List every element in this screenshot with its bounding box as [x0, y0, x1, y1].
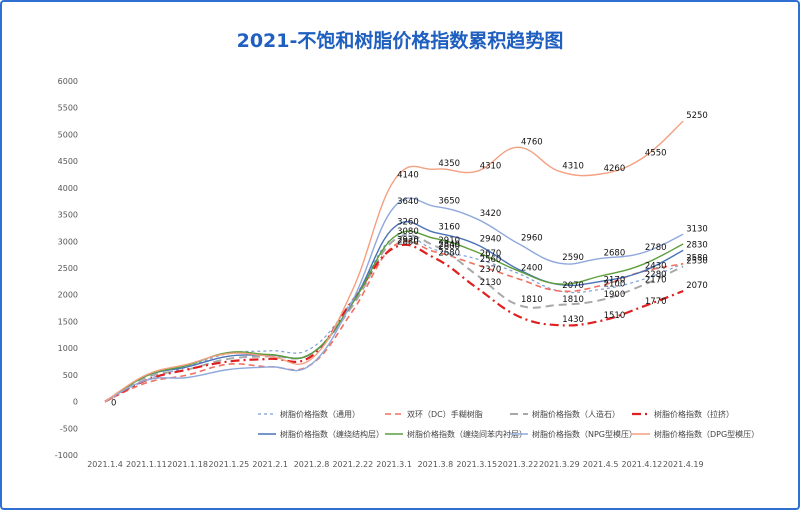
- data-label: 1810: [521, 295, 543, 305]
- data-label: 3130: [686, 224, 708, 234]
- data-label: 2070: [686, 281, 708, 291]
- data-label: 3640: [397, 197, 419, 207]
- y-tick-label: 0: [73, 398, 78, 407]
- x-tick-label: 2021.2.1: [252, 460, 288, 469]
- data-label: 1510: [604, 311, 626, 321]
- chart-svg: -1000 -500 0 500 1000 1500 2000 2500 3000 3500 400…: [0, 0, 800, 510]
- legend-label: 树脂价格指数（人造石）: [532, 409, 620, 419]
- data-label: 4550: [645, 148, 667, 158]
- x-tick-label: 2021.2.8: [294, 460, 330, 469]
- x-tick-label: 2021.1.4: [87, 460, 123, 469]
- data-label: 1810: [562, 295, 584, 305]
- data-label: 2130: [480, 278, 502, 288]
- series-line-3: [105, 245, 683, 402]
- x-tick-label: 2021.3.15: [456, 460, 497, 469]
- data-label: 4350: [438, 159, 460, 169]
- x-tick-label: 2021.3.22: [498, 460, 539, 469]
- y-tick-label: -500: [60, 424, 78, 433]
- legend-label: 双环（DC）手糊树脂: [407, 409, 483, 419]
- data-label: 2940: [480, 234, 502, 244]
- data-label: 2910: [438, 236, 460, 246]
- data-label: 3260: [397, 217, 419, 227]
- data-label: 2530: [686, 256, 708, 266]
- y-tick-label: 500: [63, 371, 78, 380]
- series-line-5: [105, 231, 683, 402]
- y-tick-label: -1000: [55, 451, 78, 460]
- data-label: 3420: [480, 209, 502, 219]
- x-tick-label: 2021.3.29: [539, 460, 580, 469]
- legend-label: 树脂价格指数（NPG型模压）: [532, 429, 637, 439]
- data-label: 2070: [562, 281, 584, 291]
- data-label: 0: [111, 399, 116, 409]
- x-tick-label: 2021.4.5: [583, 460, 619, 469]
- data-label: 2680: [438, 248, 460, 258]
- data-label: 2400: [521, 263, 543, 273]
- data-label: 4260: [604, 164, 626, 174]
- x-tick-label: 2021.3.1: [376, 460, 412, 469]
- y-tick-label: 1500: [58, 317, 78, 326]
- y-tick-label: 2000: [58, 291, 78, 300]
- y-tick-label: 4000: [58, 184, 78, 193]
- data-label: 2560: [480, 255, 502, 265]
- x-tick-label: 2021.2.22: [332, 460, 373, 469]
- series-line-7: [105, 121, 683, 401]
- y-tick-label: 5500: [58, 104, 78, 113]
- data-label: 2590: [562, 253, 584, 263]
- y-tick-label: 4500: [58, 157, 78, 166]
- data-label: 2830: [686, 240, 708, 250]
- x-tick-label: 2021.1.25: [209, 460, 250, 469]
- y-tick-label: 1000: [58, 344, 78, 353]
- data-label: 2170: [604, 276, 626, 286]
- series-line-6: [105, 198, 683, 401]
- x-tick-label: 2021.4.12: [622, 460, 663, 469]
- data-label: 4140: [397, 170, 419, 180]
- legend-label: 树脂价格指数（拉挤）: [654, 409, 734, 419]
- x-tick-label: 2021.1.18: [167, 460, 208, 469]
- y-tick-label: 3000: [58, 237, 78, 246]
- legend-label: 树脂价格指数（缠绕结构层）: [280, 429, 384, 439]
- data-label: 2680: [604, 248, 626, 258]
- y-tick-label: 5000: [58, 130, 78, 139]
- data-label: 2370: [480, 265, 502, 275]
- data-label: 5250: [686, 111, 708, 121]
- data-label: 4310: [562, 161, 584, 171]
- legend-label: 树脂价格指数（DPG型模压）: [654, 429, 759, 439]
- data-label: 2170: [645, 276, 667, 286]
- x-tick-label: 2021.3.8: [418, 460, 454, 469]
- data-label: 1430: [562, 315, 584, 325]
- x-tick-label: 2021.1.11: [126, 460, 167, 469]
- y-tick-label: 6000: [58, 77, 78, 86]
- data-label: 2430: [645, 262, 667, 272]
- legend-label: 树脂价格指数（缠绕间苯内衬层）: [407, 429, 527, 439]
- data-label: 2880: [397, 238, 419, 248]
- legend-label: 树脂价格指数（通用）: [280, 409, 360, 419]
- data-label: 3650: [438, 197, 460, 207]
- data-label: 4310: [480, 161, 502, 171]
- data-label: 3160: [438, 223, 460, 233]
- y-tick-label: 2500: [58, 264, 78, 273]
- data-label: 2960: [521, 233, 543, 243]
- x-tick-label: 2021.4.19: [663, 460, 704, 469]
- data-label: 2780: [645, 243, 667, 253]
- data-label: 4760: [521, 137, 543, 147]
- y-tick-label: 3500: [58, 211, 78, 220]
- data-label: 1770: [645, 297, 667, 307]
- data-label: 1900: [604, 290, 626, 300]
